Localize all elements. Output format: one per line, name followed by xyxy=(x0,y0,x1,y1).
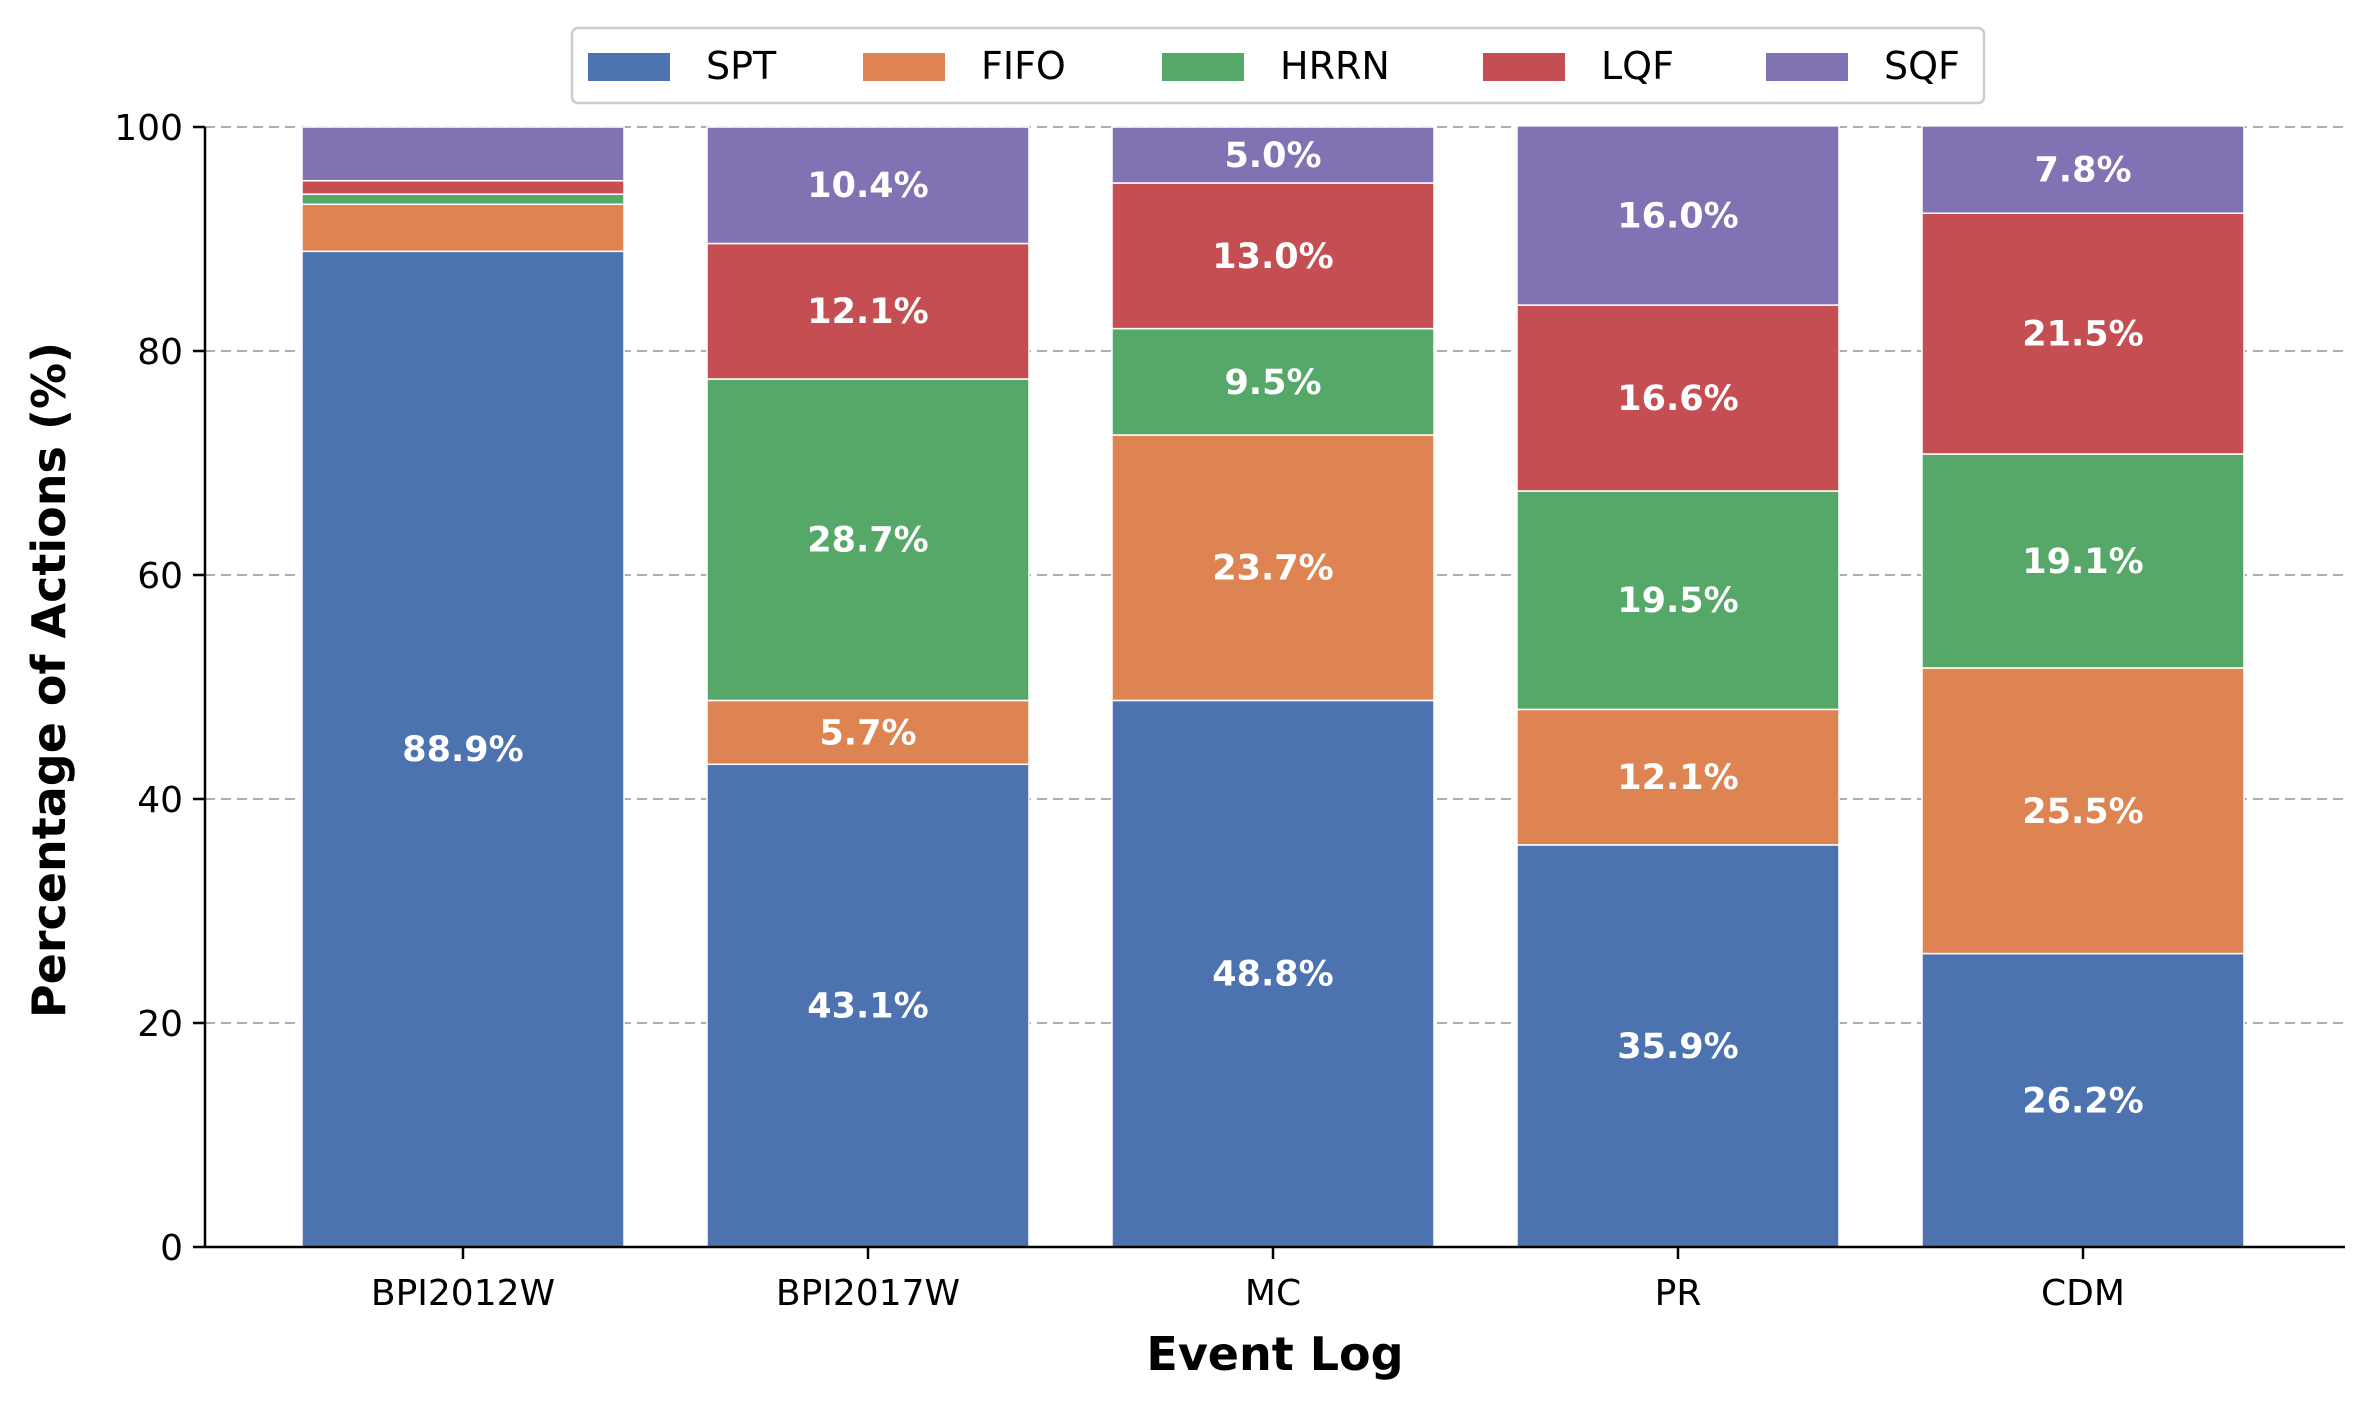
y-tick-label: 20 xyxy=(137,1004,183,1045)
data-label: 35.9% xyxy=(1617,1027,1738,1067)
bar-segment-fifo xyxy=(301,203,625,253)
data-label: 16.0% xyxy=(1617,196,1738,236)
bar-segment-spt xyxy=(301,250,625,1248)
y-tick-label: 60 xyxy=(137,556,183,597)
legend-label: FIFO xyxy=(981,44,1066,88)
legend-swatch-hrrn xyxy=(1162,53,1244,81)
data-label: 9.5% xyxy=(1224,363,1321,403)
bar-segment-fifo xyxy=(706,699,1030,766)
bar-segment-sqf xyxy=(1516,125,1840,306)
bar-segment-lqf xyxy=(1111,182,1435,330)
data-label: 12.1% xyxy=(1617,758,1738,798)
legend-swatch-fifo xyxy=(863,53,945,81)
legend-frame xyxy=(570,26,1986,105)
y-tick-label: 80 xyxy=(137,332,183,373)
data-label: 5.7% xyxy=(819,713,916,753)
bar-segment-lqf xyxy=(301,180,625,195)
legend-swatch-spt xyxy=(588,53,670,81)
bar-segment-hrrn xyxy=(1111,327,1435,436)
bar-segment-sqf xyxy=(301,126,625,182)
data-label: 12.1% xyxy=(807,292,928,332)
bars xyxy=(301,125,2245,1248)
data-label: 48.8% xyxy=(1212,955,1333,995)
legend-swatch-lqf xyxy=(1483,53,1565,81)
data-label: 28.7% xyxy=(807,521,928,561)
bar-segment-sqf xyxy=(706,126,1030,245)
data-label: 26.2% xyxy=(2022,1081,2143,1121)
bar-segment-hrrn xyxy=(706,378,1030,702)
bar-segment-spt xyxy=(1111,699,1435,1248)
bar-segment-fifo xyxy=(1111,434,1435,702)
data-label: 16.6% xyxy=(1617,379,1738,419)
y-axis-title: Percentage of Actions (%) xyxy=(22,342,76,1018)
bar-segment-lqf xyxy=(1516,304,1840,492)
x-tick-label: CDM xyxy=(2041,1273,2125,1314)
x-ticks: BPI2012W BPI2017W MC PR CDM xyxy=(371,1247,2125,1314)
data-label: 21.5% xyxy=(2022,315,2143,355)
bar-segment-lqf xyxy=(1921,212,2245,455)
bar-segment-sqf xyxy=(1111,126,1435,184)
bar-segment-sqf xyxy=(1921,125,2245,214)
data-label: 23.7% xyxy=(1212,549,1333,589)
y-tick-label: 100 xyxy=(114,108,183,149)
axes xyxy=(203,127,2345,1249)
x-tick-label: PR xyxy=(1655,1273,1702,1314)
legend-label: LQF xyxy=(1601,44,1674,88)
data-label: 88.9% xyxy=(402,730,523,770)
data-label: 5.0% xyxy=(1224,136,1321,176)
legend-label: SPT xyxy=(706,44,777,88)
data-label: 7.8% xyxy=(2034,151,2131,191)
bar-segment-fifo xyxy=(1921,667,2245,955)
bar-segment-spt xyxy=(1921,952,2245,1248)
data-label: 10.4% xyxy=(807,166,928,206)
bar-segment-hrrn xyxy=(1516,490,1840,711)
x-tick-label: BPI2017W xyxy=(776,1273,960,1314)
y-tick-label: 40 xyxy=(137,780,183,821)
data-label: 25.5% xyxy=(2022,792,2143,832)
data-label: 43.1% xyxy=(807,987,928,1027)
data-label: 13.0% xyxy=(1212,237,1333,277)
legend-label: HRRN xyxy=(1280,44,1390,88)
bar-segment-fifo xyxy=(1516,708,1840,846)
bar-segment-hrrn xyxy=(301,193,625,206)
y-ticks: 0 20 40 60 80 100 xyxy=(114,108,205,1269)
x-tick-label: MC xyxy=(1245,1273,1301,1314)
bar-segment-spt xyxy=(1516,844,1840,1248)
bar-segment-spt xyxy=(706,763,1030,1248)
legend-label: SQF xyxy=(1884,44,1960,88)
x-tick-label: BPI2012W xyxy=(371,1273,555,1314)
data-label: 19.1% xyxy=(2022,542,2143,582)
legend: SPT FIFO HRRN LQF SQF xyxy=(570,26,1986,105)
data-labels: 88.9% 43.1% 5.7% 28.7% 12.1% 10.4% 48.8% 23.7% 9… xyxy=(402,136,2143,1121)
y-tick-label: 0 xyxy=(160,1228,183,1269)
data-label: 19.5% xyxy=(1617,581,1738,621)
x-axis-title: Event Log xyxy=(1146,1327,1403,1381)
legend-swatch-sqf xyxy=(1766,53,1848,81)
bar-segment-hrrn xyxy=(1921,453,2245,669)
